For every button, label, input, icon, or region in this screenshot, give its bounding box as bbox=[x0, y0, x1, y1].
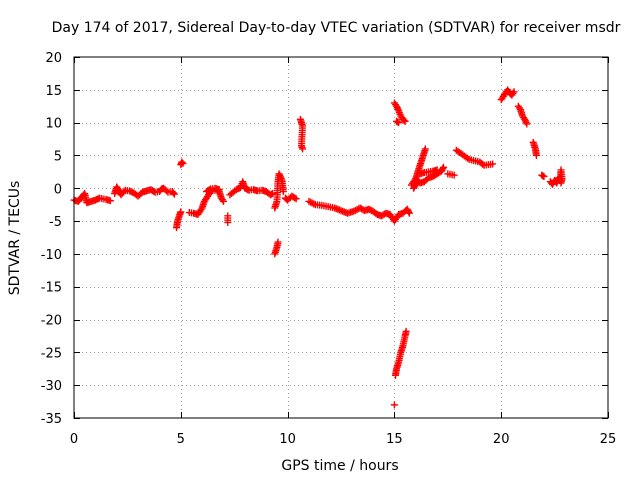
data-point bbox=[205, 186, 213, 194]
y-tick-label: 20 bbox=[45, 51, 62, 66]
data-point bbox=[299, 145, 307, 153]
data-point bbox=[177, 208, 185, 216]
data-point bbox=[170, 190, 178, 198]
data-point bbox=[532, 151, 540, 159]
axis-ticks bbox=[74, 57, 609, 419]
data-point bbox=[120, 188, 128, 196]
data-point bbox=[489, 160, 497, 168]
data-point bbox=[224, 218, 232, 226]
x-tick-label: 5 bbox=[177, 432, 185, 447]
data-point bbox=[390, 401, 398, 409]
data-point bbox=[178, 158, 186, 166]
data-point bbox=[433, 166, 441, 174]
data-point bbox=[405, 208, 413, 216]
x-tick-label: 20 bbox=[493, 432, 510, 447]
data-point bbox=[393, 102, 401, 110]
data-point bbox=[540, 172, 548, 180]
x-tick-label: 25 bbox=[600, 432, 617, 447]
data-point bbox=[405, 209, 413, 217]
data-point bbox=[450, 171, 458, 179]
data-point bbox=[269, 190, 277, 198]
data-point bbox=[402, 327, 410, 335]
y-tick-label: -5 bbox=[49, 215, 62, 230]
data-point bbox=[401, 117, 409, 125]
plot-frame bbox=[73, 56, 609, 419]
data-point bbox=[439, 165, 447, 173]
data-point bbox=[395, 119, 403, 127]
data-point bbox=[521, 117, 529, 125]
y-tick-label: -25 bbox=[41, 346, 62, 361]
data-point bbox=[275, 170, 283, 178]
data-point bbox=[557, 179, 565, 187]
y-tick-label: -20 bbox=[41, 314, 62, 329]
y-axis-label: SDTVAR / TECUs bbox=[7, 181, 23, 296]
data-point bbox=[276, 171, 284, 179]
data-point bbox=[106, 197, 114, 205]
data-point bbox=[310, 200, 318, 208]
data-point bbox=[276, 173, 284, 181]
data-point bbox=[393, 104, 401, 112]
data-point bbox=[394, 105, 402, 113]
x-tick-label: 15 bbox=[386, 432, 403, 447]
data-point bbox=[291, 194, 299, 202]
x-tick-labels: 0 5 10 15 20 25 bbox=[70, 432, 616, 447]
data-point bbox=[215, 186, 223, 194]
x-tick-label: 10 bbox=[279, 432, 296, 447]
y-tick-label: 5 bbox=[54, 149, 62, 164]
y-tick-label: -15 bbox=[41, 281, 62, 296]
data-points bbox=[70, 86, 566, 409]
y-tick-label: 15 bbox=[45, 84, 62, 99]
y-tick-label: -10 bbox=[41, 248, 62, 263]
x-axis-label: GPS time / hours bbox=[281, 458, 398, 474]
data-point bbox=[279, 188, 287, 196]
chart-title: Day 174 of 2017, Sidereal Day-to-day VTE… bbox=[52, 20, 621, 36]
y-tick-labels: 20 15 10 5 0 -5 -10 -15 -20 -25 -30 -35 bbox=[41, 51, 62, 427]
y-tick-label: -30 bbox=[41, 379, 62, 394]
data-point bbox=[179, 159, 187, 167]
data-point bbox=[292, 195, 300, 203]
data-point bbox=[421, 145, 429, 153]
data-point bbox=[400, 116, 408, 124]
data-point bbox=[523, 120, 531, 128]
data-point bbox=[464, 154, 472, 162]
data-point bbox=[169, 189, 177, 197]
data-point bbox=[522, 118, 530, 126]
y-tick-label: 10 bbox=[45, 117, 62, 132]
x-tick-label: 0 bbox=[70, 432, 78, 447]
y-tick-label: -35 bbox=[41, 412, 62, 427]
y-tick-label: 0 bbox=[54, 182, 62, 197]
data-point bbox=[440, 163, 448, 171]
data-point bbox=[220, 197, 228, 205]
data-point bbox=[510, 88, 518, 96]
data-point bbox=[274, 238, 282, 246]
grid-lines bbox=[74, 57, 608, 418]
data-point bbox=[521, 115, 529, 123]
